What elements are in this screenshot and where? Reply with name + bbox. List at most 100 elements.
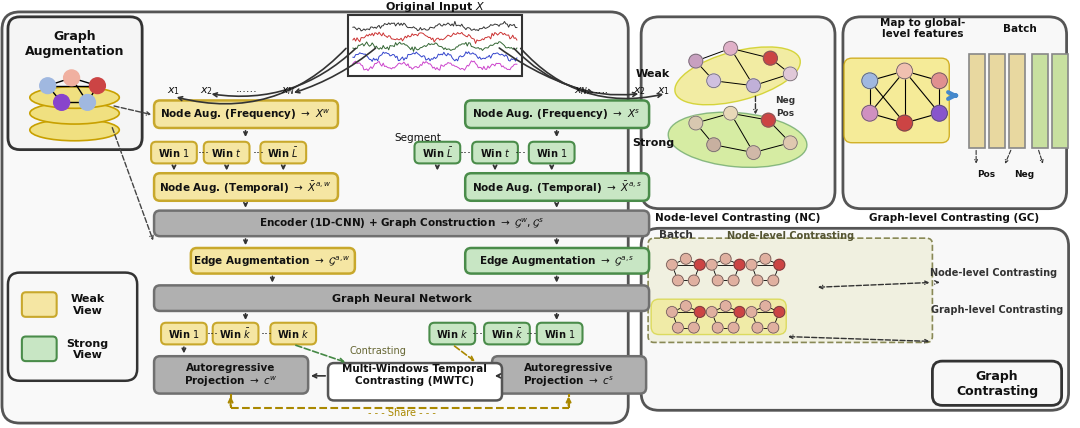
Text: Win $t$: Win $t$ — [212, 146, 242, 159]
Text: ···: ··· — [253, 147, 265, 160]
Text: Original Input $X$: Original Input $X$ — [384, 0, 485, 14]
Ellipse shape — [30, 87, 119, 108]
Text: Win $1$: Win $1$ — [168, 327, 200, 339]
Ellipse shape — [669, 112, 807, 167]
Circle shape — [712, 275, 724, 286]
Text: Multi-Windows Temporal
Contrasting (MWTC): Multi-Windows Temporal Contrasting (MWTC… — [342, 364, 487, 386]
Text: Node Aug. (Frequency) $\rightarrow$ $X^w$: Node Aug. (Frequency) $\rightarrow$ $X^w… — [160, 108, 330, 122]
Circle shape — [764, 51, 778, 65]
Text: ......: ...... — [235, 83, 257, 94]
Circle shape — [746, 146, 760, 160]
Text: Strong
View: Strong View — [66, 339, 108, 360]
Bar — [1009, 54, 1025, 148]
Text: Batch: Batch — [1003, 24, 1037, 34]
Circle shape — [80, 95, 95, 110]
Text: $x_1$: $x_1$ — [658, 85, 671, 96]
Bar — [1031, 54, 1048, 148]
FancyBboxPatch shape — [328, 363, 502, 401]
Text: Map to global-
level features: Map to global- level features — [880, 18, 966, 39]
Text: Pos: Pos — [977, 170, 995, 179]
Text: Win $\bar{k}$: Win $\bar{k}$ — [219, 327, 252, 341]
Text: $x_N$......: $x_N$...... — [575, 85, 609, 96]
Text: Win $k$: Win $k$ — [436, 327, 469, 339]
Text: Node Aug. (Temporal) $\rightarrow$ $\bar{X}^{a,w}$: Node Aug. (Temporal) $\rightarrow$ $\bar… — [160, 180, 332, 196]
Ellipse shape — [30, 119, 119, 141]
FancyBboxPatch shape — [642, 228, 1068, 410]
FancyBboxPatch shape — [492, 356, 646, 394]
Circle shape — [896, 63, 913, 79]
Bar — [969, 54, 985, 148]
Text: Autoregressive
Projection $\rightarrow$ $c^s$: Autoregressive Projection $\rightarrow$ … — [523, 363, 615, 389]
FancyBboxPatch shape — [213, 323, 258, 345]
Circle shape — [720, 300, 731, 312]
FancyBboxPatch shape — [161, 323, 206, 345]
FancyBboxPatch shape — [260, 142, 306, 163]
FancyBboxPatch shape — [651, 299, 786, 335]
Circle shape — [680, 300, 691, 312]
Text: ···: ··· — [198, 147, 210, 160]
Circle shape — [783, 67, 797, 81]
Circle shape — [746, 259, 757, 270]
Circle shape — [931, 73, 947, 89]
Circle shape — [774, 259, 785, 270]
Circle shape — [54, 95, 69, 110]
Circle shape — [746, 79, 760, 92]
Text: Win $t$: Win $t$ — [480, 146, 511, 159]
FancyBboxPatch shape — [154, 101, 338, 128]
Circle shape — [680, 253, 691, 264]
Circle shape — [688, 322, 699, 333]
Circle shape — [40, 78, 56, 94]
Circle shape — [768, 275, 779, 286]
Circle shape — [706, 138, 720, 152]
Text: ···: ··· — [459, 147, 471, 160]
Text: $x_2$: $x_2$ — [633, 85, 646, 96]
Circle shape — [931, 105, 947, 121]
Ellipse shape — [30, 102, 119, 124]
FancyBboxPatch shape — [430, 323, 475, 345]
Circle shape — [752, 275, 762, 286]
FancyBboxPatch shape — [154, 356, 308, 394]
Circle shape — [760, 253, 771, 264]
FancyBboxPatch shape — [8, 17, 143, 150]
FancyBboxPatch shape — [642, 17, 835, 208]
Text: Strong: Strong — [632, 138, 674, 148]
Circle shape — [862, 105, 878, 121]
Text: Win $1$: Win $1$ — [536, 146, 567, 159]
Circle shape — [90, 78, 106, 94]
FancyBboxPatch shape — [154, 285, 649, 311]
Text: Node Aug. (Frequency) $\rightarrow$ $X^s$: Node Aug. (Frequency) $\rightarrow$ $X^s… — [472, 108, 640, 122]
Text: Autoregressive
Projection $\rightarrow$ $c^w$: Autoregressive Projection $\rightarrow$ … — [184, 363, 278, 389]
FancyBboxPatch shape — [529, 142, 575, 163]
FancyBboxPatch shape — [415, 142, 460, 163]
Circle shape — [734, 306, 745, 317]
Circle shape — [666, 306, 677, 317]
Text: Win $\bar{L}$: Win $\bar{L}$ — [421, 146, 454, 160]
FancyBboxPatch shape — [932, 361, 1062, 405]
Text: Node-level Contrasting: Node-level Contrasting — [727, 231, 854, 241]
Circle shape — [673, 275, 684, 286]
Circle shape — [666, 259, 677, 270]
Text: ···: ··· — [471, 328, 483, 341]
Text: Win $\bar{L}$: Win $\bar{L}$ — [268, 146, 299, 160]
Text: Pos: Pos — [777, 109, 795, 118]
Text: $x_1$: $x_1$ — [167, 85, 180, 96]
Circle shape — [688, 275, 699, 286]
FancyBboxPatch shape — [204, 142, 249, 163]
FancyBboxPatch shape — [22, 292, 56, 317]
FancyBboxPatch shape — [465, 248, 649, 273]
Circle shape — [752, 322, 762, 333]
FancyBboxPatch shape — [270, 323, 316, 345]
Circle shape — [706, 74, 720, 88]
Circle shape — [768, 322, 779, 333]
Circle shape — [712, 322, 724, 333]
Circle shape — [706, 259, 717, 270]
FancyBboxPatch shape — [8, 273, 137, 381]
Circle shape — [783, 136, 797, 150]
Circle shape — [760, 300, 771, 312]
Circle shape — [896, 115, 913, 131]
FancyBboxPatch shape — [154, 173, 338, 201]
Text: Encoder (1D-CNN) + Graph Construction $\rightarrow$ $\mathcal{G}^w, \mathcal{G}^: Encoder (1D-CNN) + Graph Construction $\… — [259, 216, 544, 231]
FancyBboxPatch shape — [2, 12, 629, 423]
Text: ···: ··· — [260, 328, 272, 341]
Text: Neg: Neg — [775, 96, 795, 105]
